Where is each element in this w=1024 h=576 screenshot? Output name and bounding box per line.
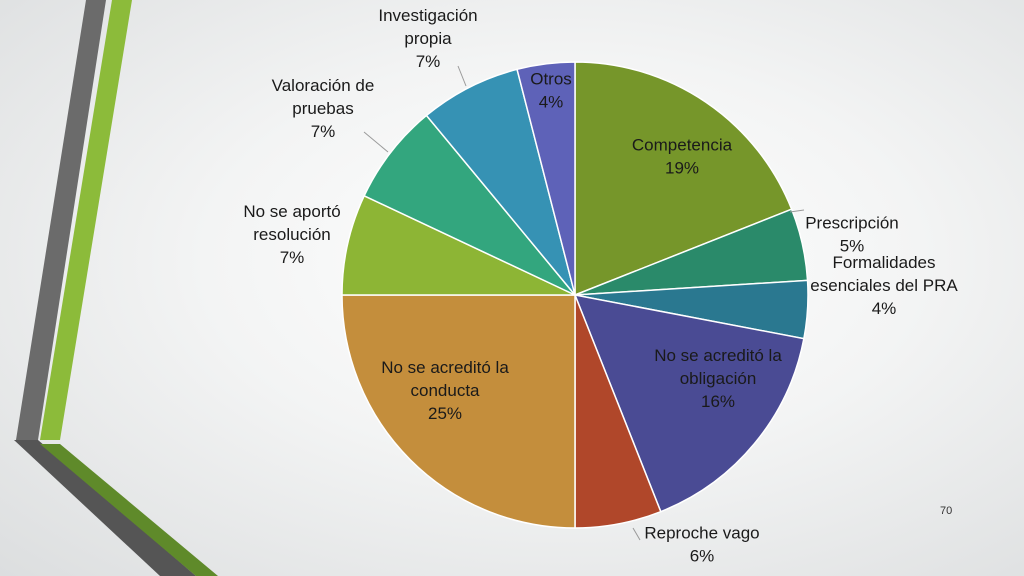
slice-label: Formalidades esenciales del PRA 4% [810,253,958,318]
deco-green-diagonal [40,444,218,576]
slice-label: Otros 4% [530,70,572,112]
pie-slice [341,194,576,296]
slice-label: No se acreditó la obligación 16% [654,346,782,411]
pie-slice [425,68,576,296]
slice-label: No se acreditó la conducta 25% [381,358,509,423]
leader-line [632,527,641,541]
slice-label: Prescripción 5% [805,214,899,256]
deco-gray-bar [16,0,106,440]
deco-green-bar [40,0,132,440]
pie-slice [573,294,805,513]
leader-line [789,209,805,213]
pie-slice [516,61,576,296]
slice-label: No se aportó resolución 7% [243,202,340,267]
leader-line [457,65,467,87]
pie-slice [363,114,576,296]
slice-label: Competencia 19% [632,136,733,178]
leader-line [363,131,389,153]
pie-slice [341,294,576,529]
slide-number: 70 [940,505,953,517]
slice-label: Investigación propia 7% [378,6,477,71]
pie-slice [574,61,793,297]
deco-gray-diagonal [14,440,196,576]
slice-label: Valoración de pruebas 7% [272,76,375,141]
slice-label: Reproche vago 6% [644,524,759,566]
